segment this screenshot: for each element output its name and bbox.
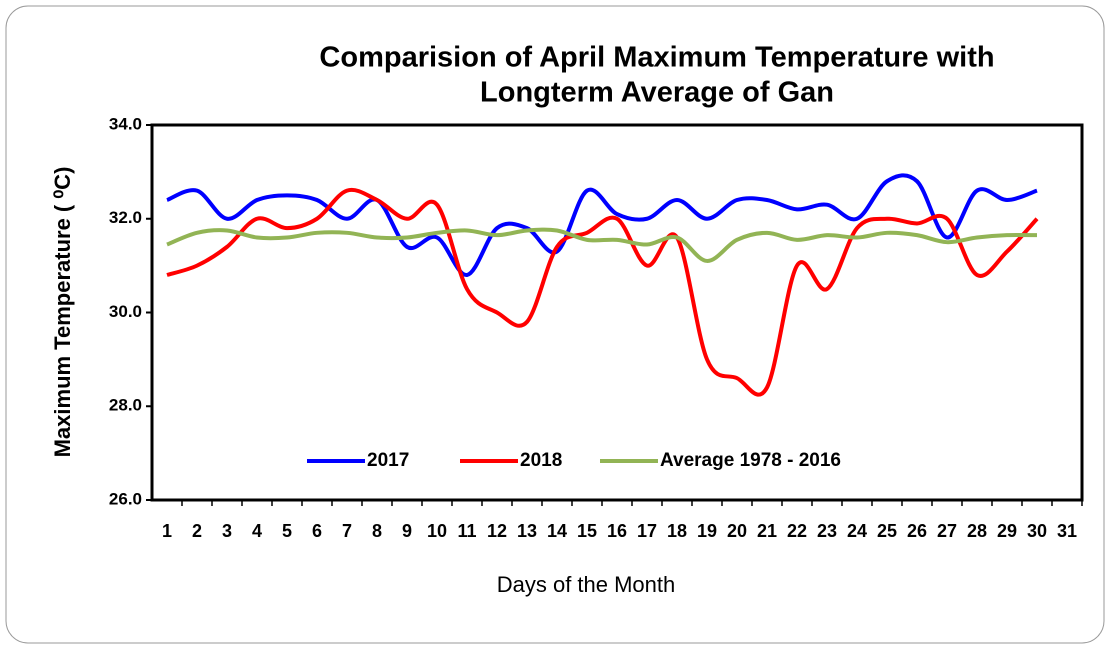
x-tick-label: 8 <box>372 521 382 541</box>
y-tick-label: 30.0 <box>109 302 142 321</box>
x-tick-label: 28 <box>967 521 987 541</box>
x-tick-label: 15 <box>577 521 597 541</box>
x-tick-label: 22 <box>787 521 807 541</box>
y-tick-label: 26.0 <box>109 489 142 508</box>
y-tick-label: 32.0 <box>109 208 142 227</box>
legend-label: 2018 <box>520 450 562 471</box>
x-tick-label: 27 <box>937 521 957 541</box>
x-tick-label: 10 <box>427 521 447 541</box>
x-tick-label: 11 <box>457 521 476 541</box>
x-tick-label: 20 <box>727 521 747 541</box>
x-tick-label: 17 <box>637 521 657 541</box>
x-tick-label: 6 <box>312 521 322 541</box>
chart-title: Longterm Average of Gan <box>480 77 834 109</box>
x-tick-label: 29 <box>997 521 1017 541</box>
legend-label: Average 1978 - 2016 <box>660 450 841 471</box>
legend-label: 2017 <box>367 450 409 471</box>
line <box>166 173 1038 277</box>
x-tick-label: 4 <box>252 521 262 541</box>
plot-border <box>150 123 1084 502</box>
y-axis-label: Maximum Temperature ( ⁰C) <box>50 167 75 458</box>
x-tick-label: 25 <box>877 521 897 541</box>
chart-title: Comparision of April Maximum Temperature… <box>319 42 994 74</box>
x-tick-label: 24 <box>847 521 867 541</box>
x-tick-label: 19 <box>697 521 717 541</box>
x-tick-label: 3 <box>222 521 232 541</box>
frame <box>5 5 1105 644</box>
x-tick-label: 9 <box>402 521 412 541</box>
x-tick-label: 14 <box>547 521 567 541</box>
x-tick-label: 26 <box>907 521 927 541</box>
x-tick-label: 31 <box>1057 521 1077 541</box>
x-tick-label: 21 <box>757 521 777 541</box>
line <box>166 227 1038 263</box>
x-axis-label: Days of the Month <box>497 572 676 597</box>
x-tick-label: 2 <box>192 521 202 541</box>
x-tick-label: 30 <box>1027 521 1047 541</box>
x-tick-label: 16 <box>607 521 627 541</box>
x-tick-label: 5 <box>282 521 292 541</box>
x-tick-label: 23 <box>817 521 837 541</box>
line <box>166 187 1039 397</box>
y-tick-label: 28.0 <box>109 396 142 415</box>
x-tick-label: 12 <box>487 521 507 541</box>
x-tick-label: 7 <box>342 521 352 541</box>
x-tick-label: 13 <box>517 521 537 541</box>
y-tick-label: 34.0 <box>109 114 142 133</box>
x-tick-label: 18 <box>667 521 687 541</box>
x-tick-label: 1 <box>162 521 172 541</box>
